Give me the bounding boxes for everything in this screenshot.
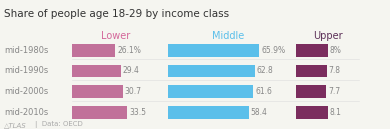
Text: 7.8: 7.8 bbox=[329, 66, 341, 75]
Text: Upper: Upper bbox=[313, 31, 342, 41]
Bar bbox=[72, 64, 121, 77]
Text: 58.4: 58.4 bbox=[251, 108, 268, 117]
Bar bbox=[72, 85, 123, 98]
Bar bbox=[296, 44, 328, 57]
Text: △TLAS: △TLAS bbox=[4, 122, 27, 128]
Text: mid-1980s: mid-1980s bbox=[4, 46, 48, 55]
Text: Lower: Lower bbox=[101, 31, 131, 41]
Text: 62.8: 62.8 bbox=[257, 66, 274, 75]
Text: 7.7: 7.7 bbox=[328, 87, 340, 96]
Text: |  Data: OECD: | Data: OECD bbox=[35, 121, 83, 128]
Text: 61.6: 61.6 bbox=[255, 87, 272, 96]
Text: 8.1: 8.1 bbox=[330, 108, 342, 117]
Bar bbox=[72, 44, 115, 57]
Text: 33.5: 33.5 bbox=[129, 108, 146, 117]
Bar bbox=[296, 64, 327, 77]
Bar bbox=[168, 85, 254, 98]
Text: 26.1%: 26.1% bbox=[117, 46, 141, 55]
Bar bbox=[168, 106, 249, 119]
Text: mid-2000s: mid-2000s bbox=[4, 87, 48, 96]
Bar bbox=[296, 106, 328, 119]
Text: 29.4: 29.4 bbox=[122, 66, 139, 75]
Text: 65.9%: 65.9% bbox=[261, 46, 285, 55]
Bar bbox=[168, 44, 259, 57]
Bar bbox=[72, 106, 127, 119]
Text: mid-1990s: mid-1990s bbox=[4, 66, 48, 75]
Text: Middle: Middle bbox=[212, 31, 244, 41]
Bar bbox=[168, 64, 255, 77]
Bar bbox=[296, 85, 326, 98]
Text: Share of people age 18-29 by income class: Share of people age 18-29 by income clas… bbox=[4, 9, 229, 19]
Text: mid-2010s: mid-2010s bbox=[4, 108, 48, 117]
Text: 30.7: 30.7 bbox=[125, 87, 142, 96]
Text: 8%: 8% bbox=[330, 46, 341, 55]
